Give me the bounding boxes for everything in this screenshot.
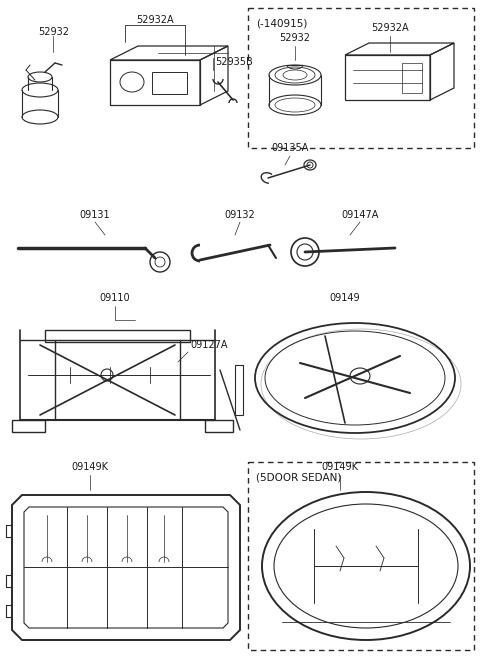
Text: (-140915): (-140915) — [256, 18, 307, 28]
Text: 52932: 52932 — [38, 27, 69, 37]
Text: 52932: 52932 — [279, 33, 311, 43]
Bar — [235, 365, 243, 415]
Text: 52935B: 52935B — [215, 57, 253, 67]
Text: 09149K: 09149K — [72, 462, 108, 472]
Text: (5DOOR SEDAN): (5DOOR SEDAN) — [256, 472, 341, 482]
Text: 09149K: 09149K — [322, 462, 359, 472]
Text: 09127A: 09127A — [190, 340, 228, 350]
Text: 09132: 09132 — [225, 210, 255, 220]
Bar — [152, 72, 187, 94]
Text: 09110: 09110 — [100, 293, 130, 303]
Text: 09149: 09149 — [330, 293, 360, 303]
Text: 52932A: 52932A — [136, 15, 174, 25]
Text: 09147A: 09147A — [341, 210, 379, 220]
Text: 09135A: 09135A — [271, 143, 309, 153]
Text: 52932A: 52932A — [371, 23, 409, 33]
Text: 09131: 09131 — [80, 210, 110, 220]
Bar — [402, 63, 422, 93]
